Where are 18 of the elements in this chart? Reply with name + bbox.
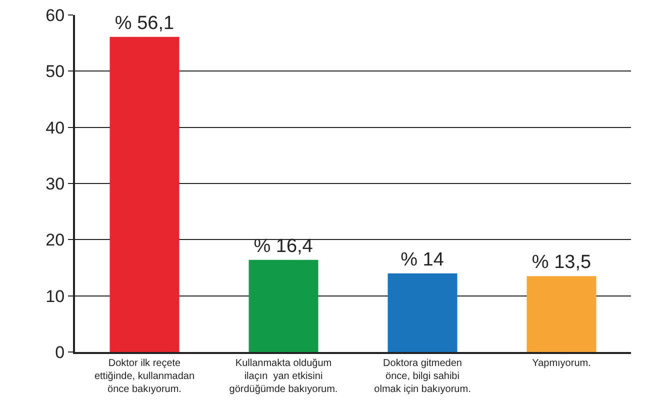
y-tick-label: 0 <box>55 342 65 362</box>
y-tick-label: 20 <box>46 230 65 250</box>
y-tick-label: 30 <box>46 174 65 194</box>
y-tick-label: 40 <box>46 118 65 138</box>
data-label: % 56,1 <box>114 12 174 34</box>
bar <box>248 260 318 352</box>
x-tick-label: Doktor ilk reçete ettiğinde, kullanmadan önce bakıyorum. <box>94 358 195 395</box>
data-label: % 14 <box>400 249 444 270</box>
x-tick-label: Kullanmakta olduğum ilaçın yan etkisini gördüğümde bakıyorum. <box>229 358 338 395</box>
y-tick-label: 10 <box>46 286 65 306</box>
y-tick-label: 50 <box>46 62 65 82</box>
x-tick-label: Doktora gitmeden önce, bilgi sahibi olmak için bakıyorum. <box>374 358 471 395</box>
data-label: % 13,5 <box>532 252 592 274</box>
x-tick-label: Yapmıyorum. <box>532 358 591 369</box>
bar <box>526 276 596 352</box>
bar <box>110 36 180 352</box>
bar <box>388 273 458 352</box>
y-tick-label: 60 <box>46 6 65 25</box>
